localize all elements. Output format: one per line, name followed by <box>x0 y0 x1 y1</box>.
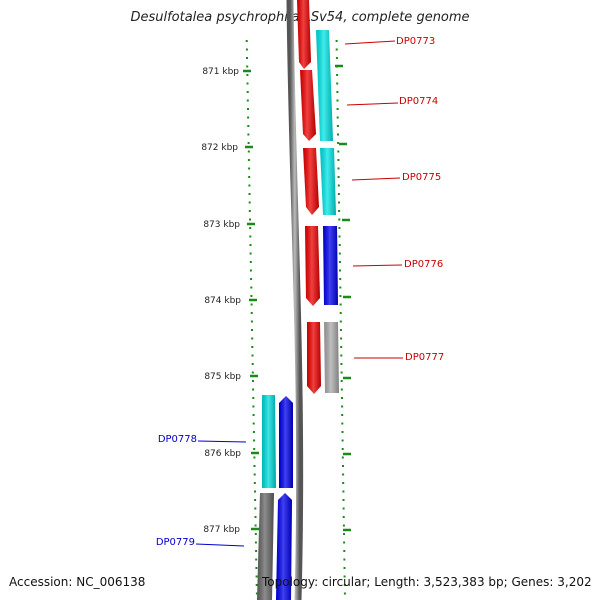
scale-bar: 871 kbp 872 kbp 873 kbp 874 kbp 875 kbp … <box>201 67 259 535</box>
scale-tick: 871 kbp <box>202 67 251 77</box>
genome-backbone <box>286 0 304 600</box>
scale-tick: 876 kbp <box>204 449 259 459</box>
gene-label: DP0774 <box>399 96 438 107</box>
accession-text: Accession: NC_006138 <box>9 575 146 589</box>
scale-label: 875 kbp <box>204 372 241 382</box>
topology-text: Topology: circular; Length: 3,523,383 bp… <box>262 575 592 589</box>
gene-DP0773[interactable]: DP0773 <box>297 0 435 141</box>
scale-tick: 873 kbp <box>203 220 255 230</box>
gene-label: DP0779 <box>156 537 195 548</box>
scale-label: 876 kbp <box>204 449 241 459</box>
right-scale-ticks <box>335 64 351 532</box>
scale-tick: 872 kbp <box>201 143 253 153</box>
gene-label: DP0778 <box>158 434 197 445</box>
gene-DP0776[interactable]: DP0776 <box>305 226 443 306</box>
gene-label: DP0773 <box>396 36 435 47</box>
gene-label: DP0777 <box>405 352 444 363</box>
scale-label: 874 kbp <box>204 296 241 306</box>
gene-DP0779[interactable]: DP0779 <box>156 493 292 600</box>
track-guides <box>245 40 346 595</box>
gene-DP0777[interactable]: DP0777 <box>307 322 444 394</box>
scale-label: 877 kbp <box>203 525 240 535</box>
scale-label: 871 kbp <box>202 67 239 77</box>
scale-tick: 875 kbp <box>204 372 258 382</box>
scale-tick: 877 kbp <box>203 525 259 535</box>
gene-label: DP0776 <box>404 259 443 270</box>
gene-DP0778[interactable]: DP0778 <box>158 395 293 488</box>
scale-label: 873 kbp <box>203 220 240 230</box>
gene-label: DP0775 <box>402 172 441 183</box>
gene-DP0775[interactable]: DP0775 <box>303 148 441 215</box>
scale-tick: 874 kbp <box>204 296 257 306</box>
gene-DP0774[interactable]: DP0774 <box>300 70 438 141</box>
scale-label: 872 kbp <box>201 143 238 153</box>
